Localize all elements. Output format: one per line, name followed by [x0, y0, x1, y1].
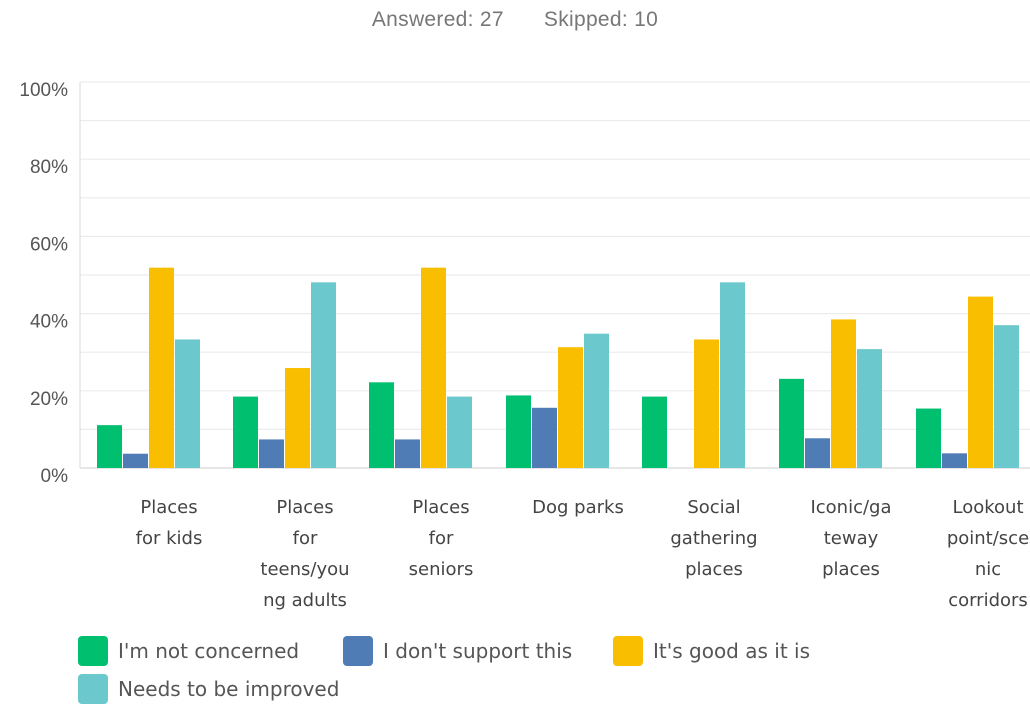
x-tick-label: teway	[824, 528, 879, 549]
bar	[857, 349, 882, 468]
bar	[259, 439, 284, 468]
bar	[642, 397, 667, 468]
bars	[97, 268, 1019, 468]
y-tick-label: 0%	[41, 466, 69, 487]
legend-label: I don't support this	[383, 639, 572, 663]
bar	[369, 382, 394, 468]
legend-swatch	[613, 636, 643, 666]
x-axis-labels: Places for kids Places for teens/you ng adult…	[136, 497, 1030, 611]
x-tick-label: Places	[140, 497, 197, 518]
x-tick-label: for kids	[136, 528, 203, 549]
y-tick-label: 20%	[30, 389, 68, 410]
bar	[175, 339, 200, 468]
legend-label: I'm not concerned	[118, 639, 299, 663]
bar	[149, 268, 174, 468]
x-tick-label: Lookout	[953, 497, 1024, 518]
bar	[447, 397, 472, 468]
y-tick-label: 60%	[30, 234, 68, 255]
x-tick-label: for	[429, 528, 454, 549]
y-axis-labels: 0% 20% 40% 60% 80% 100%	[19, 80, 68, 487]
bar	[395, 439, 420, 468]
legend-item: Needs to be improved	[78, 672, 339, 706]
bar	[97, 425, 122, 468]
legend-label: Needs to be improved	[118, 677, 339, 701]
x-tick-label: places	[822, 559, 880, 580]
x-tick-label: places	[685, 559, 743, 580]
bar	[311, 282, 336, 468]
x-tick-label: gathering	[670, 528, 757, 549]
legend-swatch	[78, 636, 108, 666]
bar	[584, 334, 609, 468]
x-tick-label: for	[293, 528, 318, 549]
bar	[123, 454, 148, 468]
legend-swatch	[78, 674, 108, 704]
legend-swatch	[343, 636, 373, 666]
x-tick-label: Iconic/ga	[810, 497, 891, 518]
x-tick-label: nic	[975, 559, 1001, 580]
x-tick-label: Places	[276, 497, 333, 518]
bar	[694, 339, 719, 468]
bar	[233, 397, 258, 468]
y-tick-label: 40%	[30, 312, 68, 333]
bar	[805, 438, 830, 468]
x-tick-label: corridors	[948, 590, 1028, 611]
legend-item: I don't support this	[343, 634, 572, 668]
legend-item: It's good as it is	[613, 634, 810, 668]
x-tick-label: ng adults	[263, 590, 347, 611]
bar	[942, 453, 967, 468]
bar	[916, 409, 941, 468]
bar	[421, 268, 446, 468]
y-tick-label: 100%	[19, 80, 68, 101]
legend-item: I'm not concerned	[78, 634, 299, 668]
y-tick-label: 80%	[30, 157, 68, 178]
bar	[506, 395, 531, 468]
bar	[968, 297, 993, 468]
legend-label: It's good as it is	[653, 639, 810, 663]
bar	[720, 282, 745, 468]
bar	[558, 347, 583, 468]
x-tick-label: Places	[412, 497, 469, 518]
x-tick-label: teens/you	[260, 559, 349, 580]
x-tick-label: point/sce	[947, 528, 1029, 549]
x-tick-label: Dog parks	[532, 497, 624, 518]
bar	[285, 368, 310, 468]
bar	[831, 319, 856, 468]
bar-chart: 0% 20% 40% 60% 80% 100% Places for kids Places f…	[0, 0, 1030, 630]
x-tick-label: Social	[687, 497, 740, 518]
bar	[532, 408, 557, 468]
x-tick-label: seniors	[409, 559, 474, 580]
bar	[779, 379, 804, 468]
bar	[994, 325, 1019, 468]
